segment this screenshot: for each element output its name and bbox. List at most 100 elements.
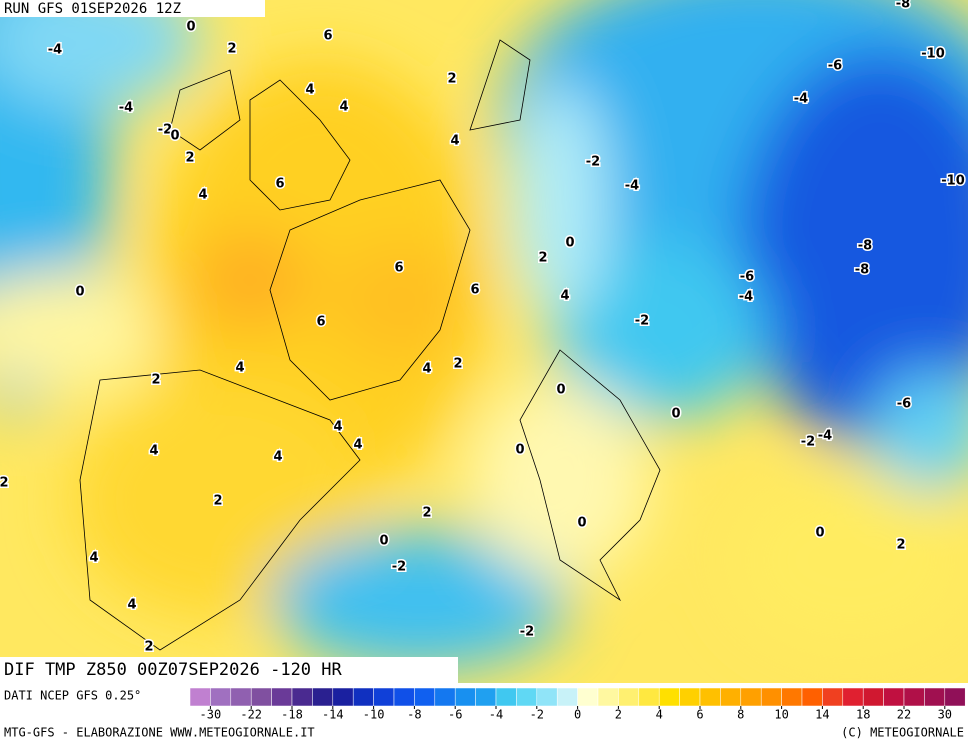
colorbar-swatch	[495, 687, 517, 707]
contour-label: -6	[828, 59, 842, 74]
colorbar-tick-label: -18	[281, 708, 303, 722]
contour-label: -2	[392, 560, 406, 575]
colorbar-swatch	[679, 687, 701, 707]
colorbar-tick-label: -8	[407, 708, 421, 722]
contour-label: 4	[305, 83, 314, 98]
colorbar-swatch	[373, 687, 395, 707]
colorbar-tick-label: 8	[737, 708, 744, 722]
contour-label: 0	[379, 534, 388, 549]
colorbar-tick-label: 30	[938, 708, 952, 722]
copyright-label: (C) METEOGIORNALE	[841, 726, 964, 740]
contour-label: 0	[577, 516, 586, 531]
colorbar-swatch	[760, 687, 782, 707]
colorbar-tick-label: 14	[815, 708, 829, 722]
contour-label: 4	[450, 134, 459, 149]
contour-label: 2	[422, 506, 431, 521]
contour-label: -10	[941, 174, 965, 189]
contour-label: 4	[353, 438, 362, 453]
colorbar-tick-label: -4	[489, 708, 503, 722]
contour-label: 2	[213, 494, 222, 509]
contour-label: 2	[896, 538, 905, 553]
coastlines	[79, 39, 661, 651]
colorbar-swatch	[740, 687, 762, 707]
colorbar-swatch	[291, 687, 313, 707]
colorbar-tick-label: 4	[656, 708, 663, 722]
contour-label: -8	[855, 263, 869, 278]
colorbar-swatch	[699, 687, 721, 707]
colorbar-swatch	[414, 687, 436, 707]
contour-label: 4	[339, 100, 348, 115]
contour-label: 0	[170, 129, 179, 144]
contour-label: 0	[75, 285, 84, 300]
contour-label: 2	[538, 251, 547, 266]
colorbar-swatch	[210, 687, 232, 707]
contour-label: 2	[453, 357, 462, 372]
colorbar-tick-label: 0	[574, 708, 581, 722]
contour-label: 6	[323, 29, 332, 44]
contour-label: 0	[515, 443, 524, 458]
contour-label: -2	[520, 625, 534, 640]
colorbar-swatch	[781, 687, 803, 707]
contour-label: -2	[801, 435, 815, 450]
contour-label: 2	[144, 640, 153, 655]
contour-label: -2	[158, 123, 172, 138]
colorbar-tick-label: 10	[774, 708, 788, 722]
colorbar-swatch	[903, 687, 925, 707]
contour-label: 4	[422, 362, 431, 377]
contour-label: 6	[470, 283, 479, 298]
source-label: DATI NCEP GFS 0.25°	[4, 689, 141, 703]
colorbar-swatch	[658, 687, 680, 707]
contour-label: -8	[858, 239, 872, 254]
contour-label: -4	[119, 101, 133, 116]
contour-label: -2	[635, 314, 649, 329]
contour-label: -4	[794, 92, 808, 107]
contour-label: 4	[127, 598, 136, 613]
contour-label: -4	[739, 290, 753, 305]
contour-label: -8	[896, 0, 910, 12]
contour-label: 4	[273, 450, 282, 465]
colorbar-swatch	[801, 687, 823, 707]
colorbar-swatch	[454, 687, 476, 707]
contour-label: 6	[275, 177, 284, 192]
contour-label: 4	[560, 289, 569, 304]
title-box	[0, 657, 458, 683]
contour-label: 2	[151, 373, 160, 388]
colorbar-tick-label: -22	[240, 708, 262, 722]
colorbar-swatch	[536, 687, 558, 707]
colorbar-swatch	[312, 687, 334, 707]
colorbar-swatch	[618, 687, 640, 707]
colorbar-swatch	[352, 687, 374, 707]
contour-label: -4	[48, 43, 62, 58]
colorbar-swatch	[230, 687, 252, 707]
contour-label: 2	[0, 476, 9, 491]
contour-label: 4	[333, 420, 342, 435]
colorbar-tick-label: -14	[322, 708, 344, 722]
contour-label: 2	[447, 72, 456, 87]
colorbar-tick-label: 22	[897, 708, 911, 722]
map-field	[0, 0, 968, 683]
contour-label: 6	[394, 261, 403, 276]
contour-label: 0	[671, 407, 680, 422]
colorbar-swatch	[944, 687, 966, 707]
colorbar-tick-label: -2	[530, 708, 544, 722]
contour-label: -2	[586, 155, 600, 170]
colorbar-tick-label: 2	[615, 708, 622, 722]
contour-label: 2	[185, 151, 194, 166]
contour-label: 6	[316, 315, 325, 330]
colorbar-swatch	[577, 687, 599, 707]
colorbar-swatch	[556, 687, 578, 707]
colorbar-swatch	[842, 687, 864, 707]
colorbar-tick-label: 6	[696, 708, 703, 722]
contour-label: -4	[625, 179, 639, 194]
header-box	[0, 0, 265, 17]
contour-label: 2	[227, 42, 236, 57]
contour-label: -6	[897, 397, 911, 412]
map-title: DIF TMP Z850 00Z07SEP2026 -120 HR	[4, 660, 343, 680]
colorbar-swatch	[271, 687, 293, 707]
colorbar-swatch	[638, 687, 660, 707]
colorbar-swatch	[924, 687, 946, 707]
colorbar-swatch	[434, 687, 456, 707]
contour-label: 4	[89, 551, 98, 566]
colorbar: -30 -22 -18 -14 -10 -8 -6 -4 -2 0 2 4 6 8 10 14 18 22 30	[189, 687, 966, 722]
